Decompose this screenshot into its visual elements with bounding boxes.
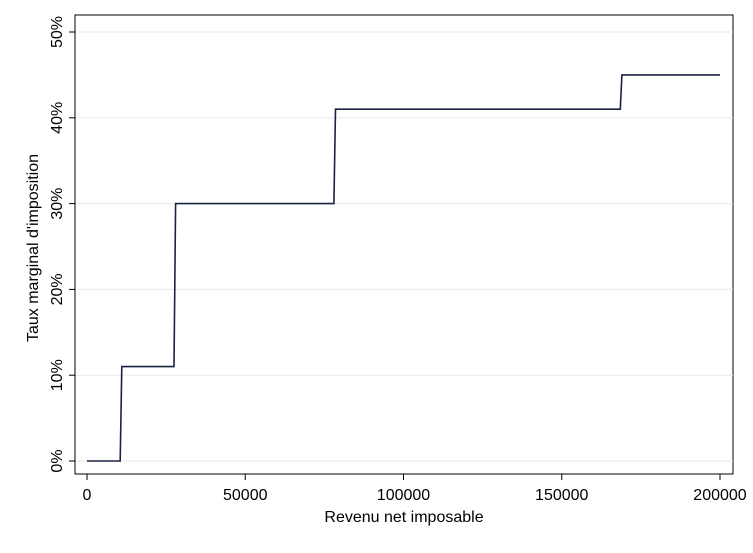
- x-tick-label: 150000: [535, 487, 588, 504]
- y-tick-label: 50%: [49, 16, 66, 48]
- x-tick-label: 50000: [223, 487, 268, 504]
- x-tick-label: 200000: [693, 487, 746, 504]
- series: [87, 74, 720, 462]
- y-tick-label: 30%: [49, 188, 66, 220]
- y-tick-label: 20%: [49, 273, 66, 305]
- axes: [74, 15, 733, 475]
- ticks: 0% 10% 20% 30% 40% 50% 0 50000 100000 150000 20000…: [49, 16, 747, 504]
- gridlines: [75, 31, 733, 462]
- x-tick-label: 100000: [377, 487, 430, 504]
- y-tick-label: 0%: [49, 449, 66, 472]
- y-tick-label: 10%: [49, 359, 66, 391]
- x-tick-label: 0: [83, 487, 92, 504]
- plot-frame: [74, 14, 734, 475]
- x-axis-label: Revenu net imposable: [324, 509, 483, 526]
- y-axis-label: Taux marginal d'imposition: [25, 154, 42, 342]
- y-tick-label: 40%: [49, 102, 66, 134]
- series-line: [87, 74, 720, 462]
